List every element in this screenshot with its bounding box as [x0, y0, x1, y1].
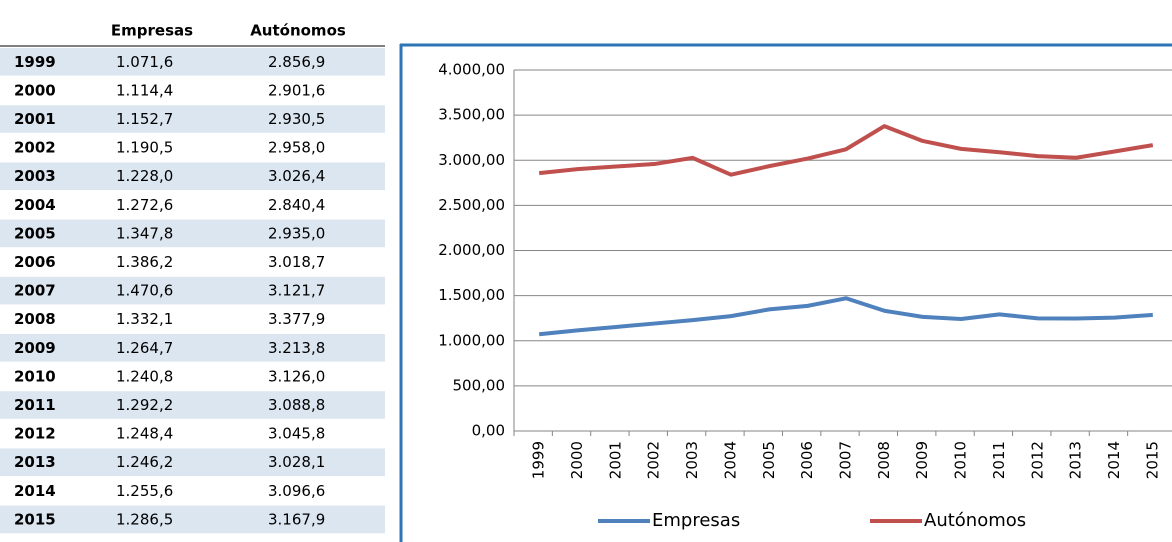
cell: 1.264,7 — [116, 339, 173, 357]
cell: 1.240,8 — [116, 367, 173, 385]
x-tick-label: 2010 — [952, 441, 970, 479]
x-tick-label: 2008 — [875, 441, 893, 479]
cell: 2.901,6 — [268, 81, 325, 99]
cell: 1.272,6 — [116, 196, 173, 214]
row-shade — [0, 334, 385, 362]
row-year: 1999 — [14, 53, 56, 71]
y-tick-label: 2.500,00 — [438, 196, 505, 214]
cell: 2.840,4 — [268, 196, 325, 214]
cell: 1.152,7 — [116, 110, 173, 128]
row-shade — [0, 162, 385, 190]
cell: 1.071,6 — [116, 53, 173, 71]
row-year: 2006 — [14, 253, 56, 271]
row-shade — [0, 505, 385, 534]
cell: 1.228,0 — [116, 167, 173, 185]
row-year: 2003 — [14, 167, 56, 185]
cell: 3.088,8 — [268, 396, 325, 414]
cell: 1.246,2 — [116, 453, 173, 471]
legend-label: Empresas — [652, 510, 740, 531]
row-shade — [0, 391, 385, 419]
x-tick-label: 2014 — [1105, 441, 1123, 479]
y-tick-label: 3.000,00 — [438, 151, 505, 169]
y-tick-label: 3.500,00 — [438, 106, 505, 124]
cell: 1.255,6 — [116, 482, 173, 500]
cell: 2.958,0 — [268, 139, 325, 157]
cell: 3.028,1 — [268, 453, 325, 471]
series-line — [538, 296, 1153, 337]
cell: 3.121,7 — [268, 282, 325, 300]
x-tick-label: 2003 — [683, 441, 701, 479]
cell: 3.026,4 — [268, 167, 325, 185]
row-shade — [0, 48, 385, 76]
row-year: 2004 — [14, 196, 56, 214]
x-tick-label: 2015 — [1143, 441, 1161, 479]
x-tick-label: 2009 — [913, 441, 931, 479]
cell: 3.045,8 — [268, 425, 325, 443]
cell: 2.930,5 — [268, 110, 325, 128]
y-tick-label: 500,00 — [453, 376, 506, 394]
row-year: 2002 — [14, 139, 56, 157]
cell: 2.856,9 — [268, 53, 325, 71]
x-tick-label: 1999 — [530, 441, 548, 479]
y-tick-label: 1.500,00 — [438, 286, 505, 304]
y-tick-label: 1.000,00 — [438, 331, 505, 349]
row-year: 2013 — [14, 453, 56, 471]
x-tick-label: 2006 — [798, 441, 816, 479]
cell: 3.213,8 — [268, 339, 325, 357]
cell: 1.190,5 — [116, 139, 173, 157]
cell: 1.332,1 — [116, 310, 173, 328]
series-line — [538, 124, 1154, 177]
cell: 3.096,6 — [268, 482, 325, 500]
row-shade — [0, 219, 385, 248]
row-year: 2009 — [14, 339, 56, 357]
row-year: 2010 — [14, 367, 56, 385]
chart-area — [400, 44, 1172, 542]
cell: 1.286,5 — [116, 510, 173, 528]
cell: 1.386,2 — [116, 253, 173, 271]
row-year: 2011 — [14, 396, 56, 414]
cell: 3.377,9 — [268, 310, 325, 328]
row-shade — [0, 105, 385, 133]
x-tick-label: 2005 — [760, 441, 778, 479]
y-tick-label: 2.000,00 — [438, 241, 505, 259]
row-year: 2000 — [14, 81, 56, 99]
row-year: 2012 — [14, 425, 56, 443]
legend-label: Autónomos — [924, 510, 1026, 531]
cell: 1.347,8 — [116, 224, 173, 242]
row-shade — [0, 448, 385, 476]
cell: 1.470,6 — [116, 282, 173, 300]
row-shade — [0, 276, 385, 305]
column-header: Autónomos — [250, 22, 346, 40]
x-tick-label: 2011 — [990, 441, 1008, 479]
row-year: 2007 — [14, 282, 56, 300]
x-tick-label: 2007 — [837, 441, 855, 479]
row-year: 2014 — [14, 482, 56, 500]
x-tick-label: 2001 — [606, 441, 624, 479]
cell: 1.114,4 — [116, 81, 173, 99]
row-year: 2008 — [14, 310, 56, 328]
cell: 3.167,9 — [268, 510, 325, 528]
x-tick-label: 2004 — [721, 441, 739, 479]
y-tick-label: 0,00 — [472, 422, 505, 440]
x-tick-label: 2002 — [645, 441, 663, 479]
cell: 1.248,4 — [116, 425, 173, 443]
cell: 3.018,7 — [268, 253, 325, 271]
x-tick-label: 2000 — [568, 441, 586, 479]
cell: 2.935,0 — [268, 224, 325, 242]
column-header: Empresas — [111, 22, 193, 40]
y-tick-label: 4.000,00 — [438, 61, 505, 79]
row-year: 2015 — [14, 510, 56, 528]
x-tick-label: 2013 — [1067, 441, 1085, 479]
row-year: 2001 — [14, 110, 56, 128]
row-year: 2005 — [14, 224, 56, 242]
cell: 3.126,0 — [268, 367, 325, 385]
cell: 1.292,2 — [116, 396, 173, 414]
x-tick-label: 2012 — [1028, 441, 1046, 479]
